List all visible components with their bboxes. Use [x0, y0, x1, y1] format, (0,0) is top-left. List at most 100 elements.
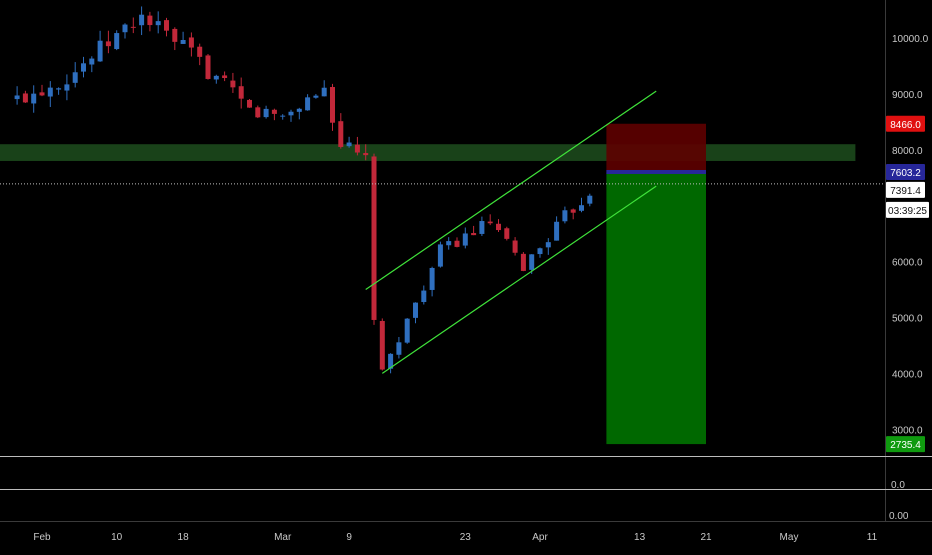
y-tick-label: 8000.0 — [892, 146, 923, 157]
short-position-stop-box[interactable] — [606, 123, 706, 172]
x-tick-label: 21 — [700, 532, 712, 543]
candle-body — [321, 87, 327, 97]
y-tick-label: 9000.0 — [892, 90, 923, 101]
x-tick-label: 11 — [867, 532, 878, 543]
candle-body — [72, 72, 78, 83]
sub-pane-1-tick: 0.0 — [891, 480, 905, 491]
candle-body — [520, 253, 526, 271]
short-position-target-box[interactable] — [606, 171, 706, 445]
candle-body — [529, 254, 535, 270]
sub-pane-2-tick: 0.00 — [889, 511, 909, 522]
x-tick-label: 23 — [460, 532, 472, 543]
candle-body — [222, 75, 228, 79]
y-tick-label: 5000.0 — [892, 314, 923, 325]
candle-body — [164, 20, 169, 31]
candle-body — [139, 14, 145, 26]
candle-body — [172, 28, 178, 42]
y-tick-label: 4000.0 — [892, 369, 923, 380]
candle-body — [122, 24, 128, 33]
candle-body — [97, 40, 103, 62]
candle-body — [205, 55, 211, 79]
candle-body — [354, 144, 360, 153]
candle-body — [487, 221, 493, 224]
candle-body — [263, 108, 269, 118]
candle-body — [579, 205, 584, 211]
candle-body — [462, 233, 468, 246]
candle-body — [31, 93, 37, 104]
candle-body — [346, 142, 352, 147]
candle-body — [197, 46, 203, 57]
candle-body — [130, 26, 136, 28]
candle-body — [313, 95, 319, 98]
candle-body — [363, 153, 369, 156]
candle-body — [446, 241, 452, 246]
last-price-badge-bg — [886, 181, 925, 198]
candle-body — [504, 228, 510, 239]
candle-body — [429, 267, 435, 290]
candle-body — [271, 109, 277, 114]
candle-body — [247, 99, 252, 108]
short-position-entry-band — [606, 169, 706, 174]
candle-body — [296, 108, 302, 112]
countdown-badge: 03:39:25 — [888, 206, 927, 217]
candle-body — [371, 156, 377, 320]
candle-body — [562, 210, 568, 222]
x-tick-label: Mar — [274, 532, 292, 543]
candle-body — [114, 33, 120, 50]
candle-body — [39, 92, 45, 96]
candle-body — [570, 209, 576, 213]
x-tick-label: 9 — [346, 532, 352, 543]
y-tick-label: 3000.0 — [892, 425, 923, 436]
candle-body — [471, 233, 477, 236]
x-tick-label: May — [780, 532, 799, 543]
x-tick-label: 18 — [178, 532, 190, 543]
candle-body — [396, 342, 402, 355]
candle-body — [255, 107, 261, 118]
candle-body — [554, 221, 560, 241]
candle-body — [288, 111, 294, 116]
candle-body — [545, 242, 551, 248]
candle-body — [413, 302, 418, 318]
candle-body — [404, 318, 410, 343]
candle-body — [155, 21, 161, 26]
stop-price-badge-bg — [886, 115, 925, 132]
candle-body — [454, 240, 460, 247]
candle-body — [238, 86, 244, 99]
y-tick-label: 6000.0 — [892, 258, 923, 269]
entry-price-badge: 7603.2 — [890, 168, 921, 179]
y-tick-label: 10000.0 — [892, 34, 929, 45]
candle-body — [64, 84, 70, 91]
x-tick-label: Apr — [532, 532, 548, 543]
channel-upper-line[interactable] — [365, 90, 657, 291]
candle-body — [512, 240, 518, 253]
entry-price-badge-bg — [886, 163, 925, 180]
x-tick-label: Feb — [33, 532, 51, 543]
stop-price-badge: 8466.0 — [890, 120, 921, 131]
x-tick-label: 13 — [634, 532, 646, 543]
candle-body — [305, 97, 311, 111]
candle-body — [56, 88, 62, 90]
candle-body — [496, 223, 501, 231]
candle-body — [230, 80, 236, 88]
candle-body — [180, 39, 186, 44]
resistance-zone[interactable] — [0, 144, 856, 161]
target-price-badge: 2735.4 — [890, 440, 921, 451]
channel-lower-line[interactable] — [381, 185, 657, 374]
candle-body — [388, 353, 394, 369]
candle-body — [188, 37, 194, 48]
candle-body — [479, 221, 485, 234]
candle-body — [280, 115, 286, 117]
target-price-badge-bg — [886, 436, 925, 453]
candle-body — [47, 87, 53, 97]
candle-body — [105, 41, 111, 47]
candle-body — [213, 75, 219, 80]
candle-body — [81, 63, 86, 72]
candle-body — [89, 58, 95, 65]
countdown-badge-bg — [886, 201, 929, 218]
candle-body — [379, 320, 385, 370]
candle-body — [537, 248, 543, 255]
candle-body — [330, 87, 335, 123]
